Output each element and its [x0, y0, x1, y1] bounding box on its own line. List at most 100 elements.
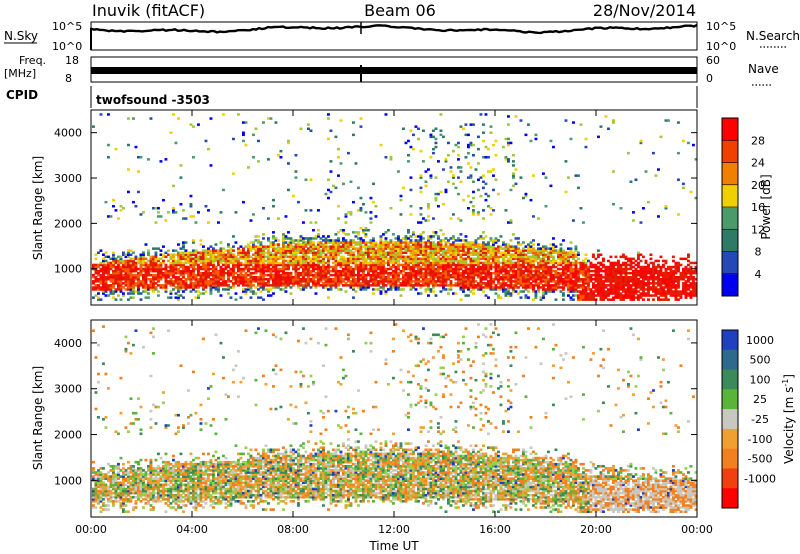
- heatmap-cell: [214, 251, 218, 254]
- heatmap-cell: [507, 288, 510, 291]
- heatmap-cell: [349, 243, 353, 246]
- heatmap-cell: [249, 255, 253, 259]
- heatmap-cell: [637, 261, 640, 265]
- heatmap-cell: [557, 257, 560, 261]
- heatmap-cell: [427, 247, 430, 250]
- heatmap-cell: [379, 280, 383, 283]
- heatmap-cell: [452, 292, 455, 295]
- heatmap-cell: [407, 237, 410, 240]
- heatmap-cell: [337, 282, 340, 285]
- heatmap-cell: [397, 255, 400, 259]
- heatmap-cell: [602, 269, 605, 273]
- heatmap-cell: [197, 273, 200, 277]
- heatmap-cell: [239, 263, 243, 267]
- heatmap-cell: [139, 156, 143, 159]
- heatmap-cell: [447, 292, 450, 295]
- heatmap-cell: [282, 233, 285, 236]
- heatmap-cell: [609, 290, 613, 293]
- heatmap-cell: [554, 259, 558, 263]
- heatmap-cell: [434, 259, 438, 263]
- heatmap-cell: [592, 298, 595, 301]
- heatmap-cell: [362, 253, 365, 256]
- heatmap-cell: [324, 273, 328, 277]
- heatmap-cell: [357, 253, 360, 256]
- heatmap-cell: [542, 261, 545, 265]
- heatmap-cell: [522, 284, 525, 287]
- heatmap-cell: [147, 269, 150, 273]
- heatmap-cell: [649, 273, 653, 277]
- heatmap-cell: [157, 207, 160, 210]
- heatmap-cell: [617, 269, 620, 273]
- heatmap-cell: [597, 253, 600, 256]
- heatmap-cell: [412, 267, 415, 271]
- heatmap-cell: [397, 278, 400, 281]
- heatmap-cell: [302, 269, 305, 273]
- heatmap-cell: [434, 284, 438, 287]
- heatmap-cell: [574, 259, 578, 263]
- heatmap-cell: [194, 296, 198, 299]
- heatmap-cell: [529, 249, 533, 252]
- heatmap-cell: [177, 243, 180, 246]
- heatmap-cell: [372, 241, 375, 244]
- heatmap-cell: [537, 271, 540, 275]
- heatmap-cell: [427, 263, 430, 267]
- heatmap-cell: [322, 269, 325, 273]
- heatmap-cell: [264, 288, 268, 291]
- heatmap-cell: [237, 247, 240, 250]
- heatmap-cell: [424, 278, 428, 281]
- heatmap-cell: [217, 273, 220, 277]
- heatmap-cell: [349, 265, 353, 269]
- heatmap-cell: [229, 255, 233, 259]
- heatmap-cell: [259, 243, 263, 246]
- heatmap-cell: [504, 294, 508, 297]
- heatmap-cell: [432, 217, 435, 220]
- heatmap-cell: [267, 249, 270, 252]
- heatmap-cell: [597, 292, 600, 295]
- heatmap-cell: [207, 282, 210, 285]
- heatmap-cell: [379, 249, 383, 252]
- heatmap-cell: [499, 245, 503, 248]
- heatmap-cell: [149, 273, 153, 277]
- heatmap-cell: [244, 282, 248, 285]
- heatmap-cell: [482, 131, 485, 134]
- heatmap-cell: [447, 265, 450, 269]
- heatmap-cell: [417, 282, 420, 285]
- heatmap-cell: [109, 280, 113, 283]
- heatmap-cell: [539, 278, 543, 281]
- heatmap-cell: [459, 282, 463, 285]
- heatmap-cell: [624, 284, 628, 287]
- heatmap-cell: [274, 280, 278, 283]
- heatmap-cell: [349, 251, 353, 254]
- heatmap-cell: [302, 237, 305, 240]
- heatmap-cell: [379, 143, 383, 147]
- heatmap-cell: [277, 249, 280, 252]
- heatmap-cell: [489, 276, 493, 279]
- heatmap-cell: [252, 265, 255, 269]
- heatmap-cell: [99, 113, 103, 116]
- heatmap-cell: [392, 280, 395, 283]
- heatmap-cell: [537, 251, 540, 254]
- heatmap-cell: [329, 170, 333, 173]
- heatmap-cell: [422, 263, 425, 267]
- heatmap-cell: [172, 269, 175, 273]
- heatmap-cell: [402, 269, 405, 273]
- heatmap-cell: [569, 273, 573, 277]
- heatmap-cell: [219, 259, 223, 263]
- heatmap-cell: [407, 261, 410, 265]
- heatmap-cell: [487, 269, 490, 273]
- heatmap-cell: [542, 257, 545, 261]
- heatmap-cell: [294, 259, 298, 263]
- heatmap-cell: [157, 265, 160, 269]
- heatmap-cell: [584, 296, 588, 299]
- heatmap-cell: [594, 280, 598, 283]
- heatmap-cell: [432, 265, 435, 269]
- heatmap-cell: [654, 265, 658, 269]
- heatmap-cell: [187, 255, 190, 259]
- heatmap-cell: [107, 294, 110, 297]
- heatmap-cell: [244, 292, 248, 295]
- heatmap-cell: [337, 251, 340, 254]
- heatmap-cell: [122, 261, 125, 265]
- heatmap-cell: [204, 284, 208, 287]
- heatmap-cell: [487, 265, 490, 269]
- heatmap-cell: [612, 269, 615, 273]
